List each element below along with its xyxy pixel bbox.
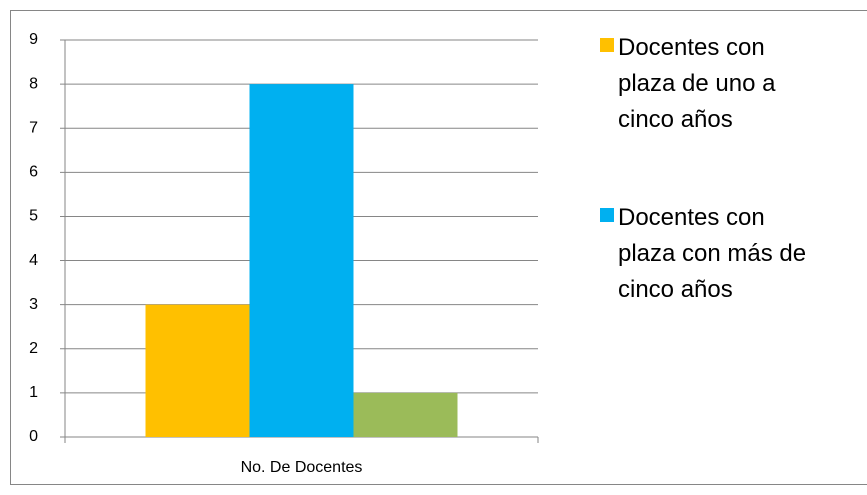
y-tick-label: 6 (29, 164, 38, 181)
y-tick-label: 7 (29, 119, 38, 136)
y-tick-label: 3 (29, 296, 38, 313)
y-tick-label: 0 (29, 428, 38, 445)
y-tick-label: 4 (29, 252, 38, 269)
legend-swatch (600, 38, 614, 52)
y-tick-label: 2 (29, 340, 38, 357)
y-tick-label: 8 (29, 75, 38, 92)
legend-swatch (600, 208, 614, 222)
bar (145, 304, 250, 437)
y-tick-label: 1 (29, 384, 38, 401)
bar (353, 392, 458, 437)
legend-label: Docentes con plaza de uno a cinco años (618, 34, 776, 133)
bar (249, 84, 354, 437)
chart-border (10, 10, 867, 485)
y-tick-label: 5 (29, 208, 38, 225)
legend-label: Docentes con plaza con más de cinco años (618, 204, 807, 303)
y-tick-label: 9 (29, 31, 38, 48)
x-tick-label: No. De Docentes (241, 459, 363, 476)
